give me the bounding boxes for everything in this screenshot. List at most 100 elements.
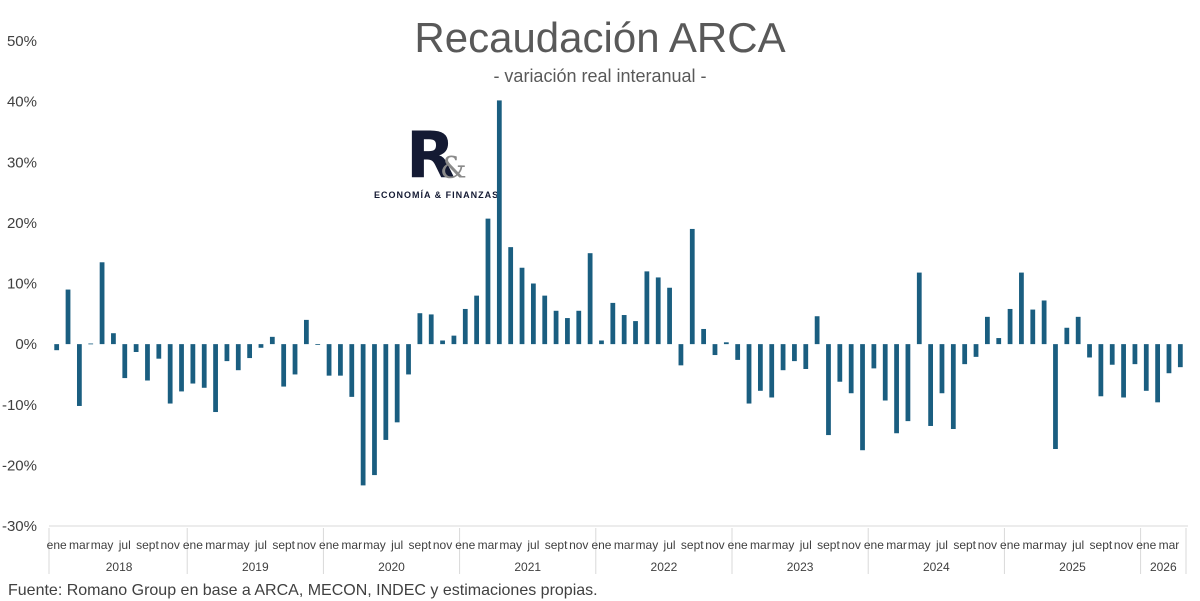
y-tick-label: 40% <box>7 94 37 111</box>
bar <box>939 344 945 394</box>
month-tick-label: ene <box>591 538 611 552</box>
bar <box>224 344 230 362</box>
bar <box>1019 272 1024 345</box>
month-tick-label: mar <box>205 538 226 552</box>
bar <box>496 100 502 345</box>
month-tick-label: may <box>91 538 114 552</box>
month-tick-label: jul <box>1071 538 1084 552</box>
bar <box>292 344 298 375</box>
month-tick-label: mar <box>614 538 635 552</box>
bar <box>76 344 82 406</box>
year-label: 2019 <box>242 560 269 574</box>
y-tick-label: 10% <box>7 276 37 293</box>
bar <box>871 344 877 369</box>
month-tick-label: may <box>772 538 795 552</box>
month-tick-label: sept <box>953 538 976 552</box>
month-tick-label: nov <box>978 538 997 552</box>
chart-title: Recaudación ARCA <box>414 14 786 61</box>
bar <box>1041 300 1047 345</box>
bar <box>258 344 264 348</box>
bar <box>269 336 275 345</box>
bars <box>54 100 1183 486</box>
bar <box>542 295 548 345</box>
y-tick-label: 20% <box>7 215 37 232</box>
bar <box>633 321 638 345</box>
bar <box>145 344 150 381</box>
month-tick-label: may <box>908 538 931 552</box>
bar <box>1053 344 1058 450</box>
month-tick-label: mar <box>478 538 499 552</box>
month-tick-label: may <box>1044 538 1067 552</box>
bar <box>530 283 536 345</box>
month-tick-label: ene <box>728 538 748 552</box>
bar <box>837 344 843 382</box>
bar <box>667 287 672 345</box>
bar <box>973 344 979 357</box>
bar <box>984 316 990 345</box>
bar <box>133 344 139 353</box>
bar <box>712 344 718 356</box>
bar <box>587 253 593 345</box>
year-label: 2021 <box>514 560 541 574</box>
logo-letter: R <box>406 119 456 193</box>
bar <box>519 267 525 345</box>
bar <box>1155 344 1161 403</box>
month-tick-label: ene <box>47 538 67 552</box>
bar <box>1166 344 1172 374</box>
bar <box>65 289 71 345</box>
year-label: 2025 <box>1059 560 1086 574</box>
month-tick-label: jul <box>663 538 676 552</box>
month-tick-label: jul <box>254 538 267 552</box>
year-label: 2026 <box>1150 560 1177 574</box>
bar <box>303 319 309 345</box>
bar <box>894 344 899 434</box>
bar <box>201 344 207 388</box>
bar <box>610 302 616 345</box>
bar <box>417 313 423 345</box>
month-tick-label: nov <box>705 538 724 552</box>
month-tick-label: jul <box>526 538 539 552</box>
bar <box>621 315 627 345</box>
month-tick-label: ene <box>1136 538 1156 552</box>
month-tick-label: mar <box>341 538 362 552</box>
bar <box>213 344 218 413</box>
bar <box>576 310 582 345</box>
bar <box>406 344 411 375</box>
month-tick-label: nov <box>1114 538 1133 552</box>
bar <box>1030 309 1036 345</box>
bar <box>1007 308 1013 345</box>
month-tick-label: nov <box>161 538 180 552</box>
bar <box>281 344 287 387</box>
bar <box>996 338 1002 345</box>
bar <box>122 344 128 379</box>
bar <box>1177 344 1183 368</box>
bar <box>190 344 196 384</box>
bar <box>962 344 968 365</box>
y-tick-label: 50% <box>7 33 37 50</box>
year-label: 2020 <box>378 560 405 574</box>
month-tick-label: sept <box>681 538 704 552</box>
source-note: Fuente: Romano Group en base a ARCA, MEC… <box>8 582 598 599</box>
month-tick-label: jul <box>935 538 948 552</box>
bar <box>565 318 570 345</box>
bar <box>349 344 355 397</box>
bar <box>735 344 741 360</box>
month-tick-label: nov <box>297 538 316 552</box>
month-tick-label: nov <box>433 538 452 552</box>
month-tick-label: may <box>227 538 250 552</box>
bar <box>394 344 400 423</box>
year-label: 2024 <box>923 560 950 574</box>
bar <box>769 344 775 398</box>
month-tick-label: ene <box>183 538 203 552</box>
bar <box>326 344 332 376</box>
bar <box>1143 344 1149 391</box>
year-label: 2022 <box>651 560 678 574</box>
month-tick-label: mar <box>886 538 907 552</box>
month-tick-label: may <box>499 538 522 552</box>
bar <box>383 344 389 440</box>
bar <box>167 344 173 404</box>
bar <box>689 228 695 345</box>
month-tick-label: sept <box>1090 538 1113 552</box>
y-tick-label: -20% <box>2 457 37 474</box>
month-tick-label: jul <box>390 538 403 552</box>
